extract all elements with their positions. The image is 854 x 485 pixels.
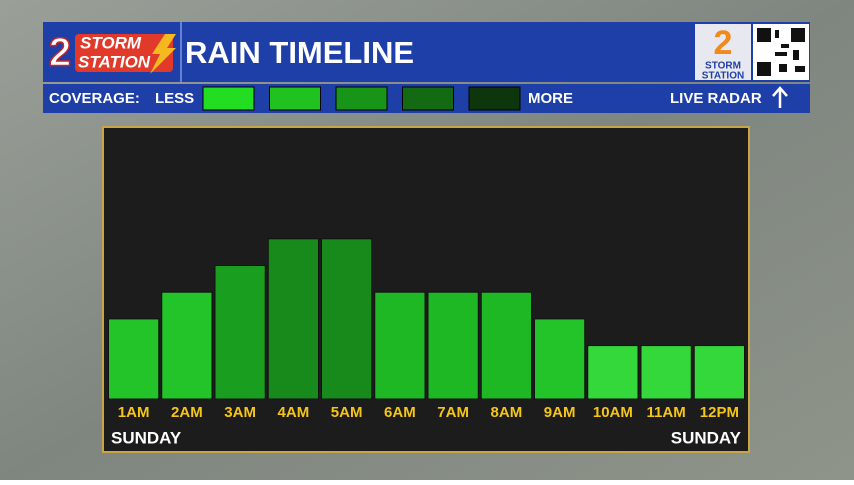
x-tick-label: 4AM xyxy=(278,404,310,421)
x-tick-label: 3AM xyxy=(224,404,256,421)
bar xyxy=(108,318,160,400)
x-tick-label: 12PM xyxy=(700,404,739,421)
x-tick-label: 11AM xyxy=(647,404,686,421)
logo-box xyxy=(75,34,173,72)
badge-number: 2 xyxy=(714,24,733,62)
arrow-icon xyxy=(772,86,788,108)
badge xyxy=(695,24,751,80)
legend-swatch xyxy=(402,86,454,111)
legend-label: COVERAGE: xyxy=(49,90,140,107)
bar xyxy=(214,265,266,400)
bar xyxy=(321,238,373,400)
live-radar-link[interactable]: LIVE RADAR xyxy=(670,90,762,107)
bar xyxy=(480,291,532,400)
x-tick-label: 1AM xyxy=(118,404,150,421)
legend-more: MORE xyxy=(528,90,573,107)
bar xyxy=(534,318,586,400)
end-day: SUNDAY xyxy=(671,428,742,447)
legend-swatch xyxy=(269,86,321,111)
qr-pattern xyxy=(757,28,805,76)
legend-less: LESS xyxy=(155,90,194,107)
bar xyxy=(267,238,319,400)
start-day: SUNDAY xyxy=(111,428,182,447)
x-tick-label: 8AM xyxy=(491,404,523,421)
bar xyxy=(587,345,639,400)
badge-bottom: STATION xyxy=(702,71,744,82)
x-tick-label: 5AM xyxy=(331,404,363,421)
bar xyxy=(427,291,479,400)
logo-bolt xyxy=(150,34,176,74)
bar xyxy=(640,345,692,400)
x-tick-label: 7AM xyxy=(437,404,469,421)
x-tick-label: 10AM xyxy=(593,404,633,421)
logo-bottom: STATION xyxy=(78,52,151,71)
logo-top: STORM xyxy=(80,33,142,52)
legend-swatch xyxy=(335,86,388,111)
badge-top: STORM xyxy=(705,61,741,72)
x-tick-label: 9AM xyxy=(544,404,576,421)
x-tick-label: 6AM xyxy=(384,404,416,421)
logo-number: 2 xyxy=(49,31,71,75)
title: RAIN TIMELINE xyxy=(185,35,414,70)
bar xyxy=(161,291,213,400)
x-tick-label: 2AM xyxy=(171,404,203,421)
legend-swatch xyxy=(202,86,255,111)
bar xyxy=(374,291,426,400)
bar xyxy=(693,345,745,400)
legend-swatch xyxy=(468,86,521,111)
